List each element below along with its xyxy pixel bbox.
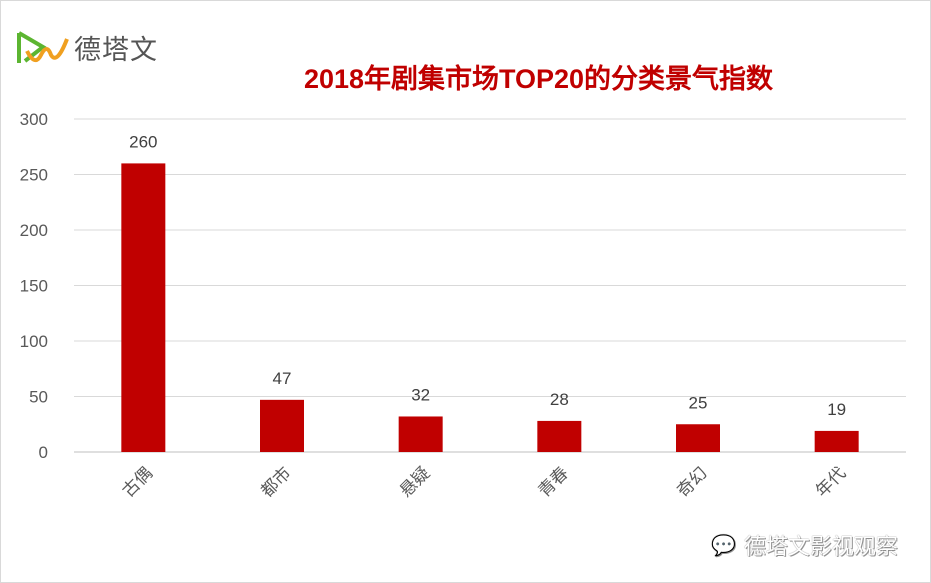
- data-label: 47: [273, 369, 292, 388]
- x-tick-label: 年代: [812, 463, 849, 500]
- bar: [814, 430, 859, 452]
- y-tick-label: 150: [20, 277, 48, 296]
- y-tick-label: 250: [20, 166, 48, 185]
- watermark: 💬 德塔文影视观察: [711, 529, 898, 561]
- wechat-icon: 💬: [711, 533, 736, 557]
- chart-title: 2018年剧集市场TOP20的分类景气指数: [303, 64, 774, 94]
- x-tick-label: 都市: [257, 463, 294, 500]
- logo-icon: [17, 31, 69, 63]
- x-tick-label: 青春: [535, 463, 572, 500]
- bar: [676, 424, 720, 452]
- y-tick-label: 0: [39, 443, 48, 462]
- bar: [121, 163, 166, 452]
- x-tick-label: 古偶: [119, 463, 156, 500]
- y-tick-label: 50: [29, 388, 48, 407]
- logo: 德塔文: [15, 25, 158, 69]
- data-label: 25: [689, 393, 708, 412]
- bar: [537, 420, 582, 452]
- y-tick-label: 100: [20, 332, 48, 351]
- x-tick-label: 悬疑: [396, 463, 433, 500]
- bar: [398, 416, 443, 452]
- y-tick-label: 300: [20, 110, 48, 129]
- data-label: 19: [827, 400, 846, 419]
- data-label: 32: [411, 385, 430, 404]
- logo-text: 德塔文: [74, 34, 158, 66]
- watermark-text: 德塔文影视观察: [743, 535, 898, 560]
- data-label: 260: [129, 132, 157, 151]
- bar: [260, 399, 304, 452]
- x-tick-label: 奇幻: [673, 463, 710, 500]
- data-label: 28: [550, 390, 569, 409]
- y-tick-label: 200: [20, 221, 48, 240]
